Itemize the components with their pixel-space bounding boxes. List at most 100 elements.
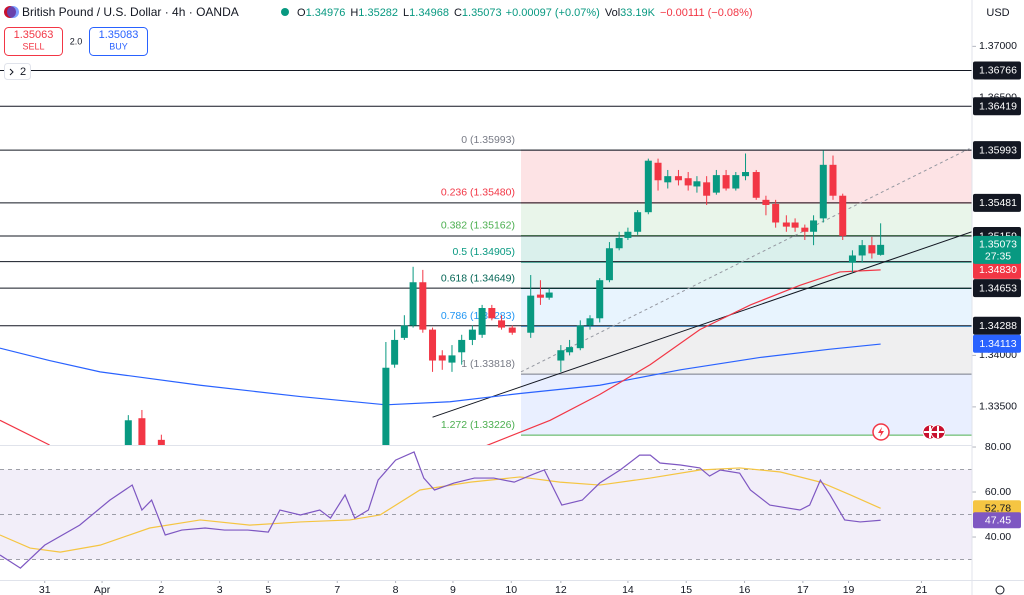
- fib-label: 0.5 (1.34905): [453, 246, 515, 258]
- x-tick-label: 19: [843, 584, 855, 595]
- candle-body: [478, 307, 486, 335]
- candle-body: [409, 282, 417, 326]
- x-tick-label: 2: [158, 584, 164, 595]
- ma-price-box: [973, 260, 1021, 279]
- level-price-box: [973, 61, 1021, 80]
- candle-body: [868, 245, 876, 254]
- fib-band: [520, 326, 972, 375]
- candle-body: [468, 329, 476, 340]
- trendline: [432, 231, 972, 418]
- fib-label: 0.236 (1.35480): [441, 187, 515, 199]
- candle-body: [576, 325, 584, 349]
- fib-band: [520, 235, 972, 263]
- level-price-box: [973, 97, 1021, 116]
- last-price: 1.35073: [979, 239, 1017, 251]
- candle-body: [448, 355, 456, 363]
- x-tick-label: 10: [505, 584, 517, 595]
- series-line: [0, 451, 881, 569]
- x-tick-label: 16: [739, 584, 751, 595]
- candle-body: [596, 280, 604, 319]
- x-tick-label: 8: [393, 584, 399, 595]
- y-tick-label: 1.33500: [979, 401, 1017, 413]
- candle-body: [138, 418, 146, 445]
- y-tick-label: 80.00: [985, 441, 1011, 453]
- plot-area: [0, 451, 972, 569]
- candle-body: [527, 295, 535, 333]
- level-price-box: [973, 193, 1021, 212]
- level-price: 1.34653: [979, 282, 1017, 294]
- fib-band: [520, 262, 972, 289]
- ma-price: 1.34830: [979, 264, 1017, 276]
- x-tick-label: 5: [265, 584, 271, 595]
- last-price-box: [973, 235, 1021, 264]
- candle-body: [634, 212, 642, 232]
- x-tick-label: 3: [217, 584, 223, 595]
- x-tick-label: 15: [680, 584, 692, 595]
- axis-area: 1.370001.365001.340001.335001.367661.364…: [972, 40, 1021, 413]
- candle-body: [124, 420, 132, 445]
- candle-body: [722, 175, 730, 189]
- candle-body: [508, 327, 516, 333]
- countdown: 27:35: [985, 251, 1011, 263]
- candle-body: [810, 220, 818, 232]
- candle-body: [762, 199, 770, 205]
- candle-body: [664, 176, 672, 183]
- candle-body: [772, 203, 780, 223]
- candle-body: [438, 355, 446, 361]
- candle-body: [877, 244, 885, 255]
- x-tick-label: 9: [450, 584, 456, 595]
- level-price: 1.36766: [979, 65, 1017, 77]
- fib-label: 1 (1.33818): [461, 358, 515, 370]
- x-tick-label: 31: [39, 584, 51, 595]
- series-line: [0, 269, 881, 445]
- candle-body: [848, 255, 856, 263]
- level-price: 1.35481: [979, 197, 1017, 209]
- level-price: 1.34288: [979, 320, 1017, 332]
- fib-band: [520, 374, 972, 436]
- fib-label: 0.382 (1.35162): [441, 219, 515, 231]
- candle-body: [419, 282, 427, 330]
- candle-body: [654, 162, 662, 181]
- candle-body: [703, 182, 711, 196]
- fib-label: 0 (1.35993): [461, 134, 515, 146]
- candle-body: [429, 329, 437, 361]
- level-price: 1.36419: [979, 100, 1017, 112]
- candle-body: [801, 227, 809, 232]
- x-tick-label: 21: [916, 584, 928, 595]
- candle-body: [791, 222, 799, 228]
- candle-body: [742, 172, 750, 177]
- candle-body: [712, 175, 720, 193]
- candle-body: [829, 164, 837, 196]
- candle-body: [586, 318, 594, 326]
- x-tick-label: 17: [797, 584, 809, 595]
- candle-body: [819, 164, 827, 219]
- candle-body: [858, 245, 866, 256]
- x-tick-label: 14: [622, 584, 634, 595]
- candle-body: [605, 248, 613, 281]
- candle-body: [498, 320, 506, 328]
- level-price: 1.35993: [979, 144, 1017, 156]
- y-tick-label: 40.00: [985, 531, 1011, 543]
- candle-body: [615, 237, 623, 249]
- x-tick-label: 12: [555, 584, 567, 595]
- series-line: [0, 343, 881, 406]
- y-tick-label: 60.00: [985, 486, 1011, 498]
- ma-price: 1.34113: [979, 338, 1016, 350]
- rsi-value: 52.78: [985, 503, 1011, 515]
- fib-band: [520, 202, 972, 236]
- candle-body: [624, 231, 632, 238]
- candle-body: [391, 339, 399, 365]
- ma-price-box: [973, 334, 1021, 353]
- candle-body: [644, 160, 652, 213]
- candle-body: [545, 292, 553, 298]
- candle-body: [752, 172, 760, 198]
- x-tick-label: 7: [334, 584, 340, 595]
- candle-body: [488, 307, 496, 319]
- candle-body: [839, 195, 847, 236]
- candle-body: [382, 367, 390, 445]
- fib-label: 0.618 (1.34649): [441, 272, 515, 284]
- fib-label: 1.272 (1.33226): [441, 419, 515, 431]
- rsi-value-box: [973, 512, 1021, 529]
- candle-body: [684, 178, 692, 186]
